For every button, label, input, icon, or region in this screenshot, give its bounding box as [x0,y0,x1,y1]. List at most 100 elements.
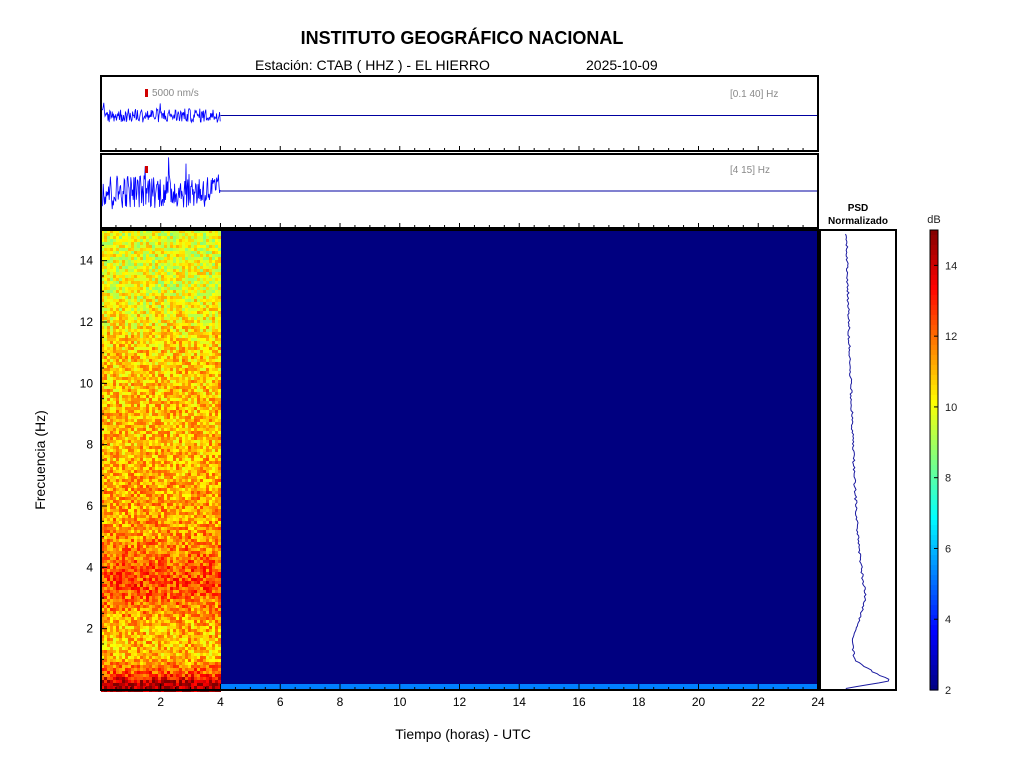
spectrogram-cell [182,323,185,326]
spectrogram-cell [170,236,173,239]
spectrogram-cell [131,242,134,245]
spectrogram-cell [173,302,176,305]
spectrogram-cell [155,518,158,521]
spectrogram-cell [212,365,215,368]
spectrogram-cell [122,389,125,392]
spectrogram-cell [164,335,167,338]
spectrogram-cell [188,488,191,491]
spectrogram-cell [164,371,167,374]
spectrogram-cell [185,437,188,440]
spectrogram-cell [131,578,134,581]
spectrogram-cell [179,320,182,323]
spectrogram-cell [137,557,140,560]
spectrogram-cell [140,566,143,569]
spectrogram-cell [194,572,197,575]
spectrogram-cell [122,449,125,452]
spectrogram-cell [155,545,158,548]
spectrogram-cell [209,389,212,392]
spectrogram-cell [116,386,119,389]
spectrogram-cell [188,431,191,434]
spectrogram-cell [146,281,149,284]
spectrogram-cell [134,239,137,242]
spectrogram-cell [176,230,179,233]
spectrogram-cell [155,491,158,494]
spectrogram-cell [131,449,134,452]
spectrogram-cell [212,233,215,236]
spectrogram-cell [110,356,113,359]
spectrogram-cell [110,311,113,314]
spectrogram-cell [113,287,116,290]
spectrogram-cell [146,407,149,410]
spectrogram-cell [113,290,116,293]
spectrogram-cell [179,431,182,434]
spectrogram-cell [200,347,203,350]
spectrogram-cell [203,455,206,458]
spectrogram-cell [107,257,110,260]
spectrogram-cell [194,452,197,455]
spectrogram-cell [146,386,149,389]
spectrogram-cell [182,515,185,518]
spectrogram-cell [185,272,188,275]
spectrogram-cell [191,296,194,299]
spectrogram-cell [128,569,131,572]
spectrogram-cell [152,431,155,434]
spectrogram-cell [218,281,221,284]
spectrogram-cell [212,539,215,542]
spectrogram-cell [212,422,215,425]
spectrogram-cell [107,290,110,293]
spectrogram-cell [176,389,179,392]
spectrogram-cell [209,359,212,362]
spectrogram-cell [122,554,125,557]
spectrogram-cell [194,338,197,341]
spectrogram-cell [206,485,209,488]
spectrogram-cell [134,518,137,521]
spectrogram-cell [104,296,107,299]
spectrogram-cell [122,311,125,314]
spectrogram-cell [116,491,119,494]
spectrogram-cell [128,356,131,359]
spectrogram-cell [110,392,113,395]
spectrogram-cell [122,260,125,263]
spectrogram-cell [104,416,107,419]
spectrogram-cell [161,434,164,437]
spectrogram-cell [185,452,188,455]
spectrogram-cell [152,419,155,422]
spectrogram-cell [164,386,167,389]
spectrogram-cell [101,548,104,551]
spectrogram-cell [107,308,110,311]
spectrogram-cell [203,245,206,248]
spectrogram-cell [155,494,158,497]
spectrogram-cell [206,341,209,344]
spectrogram-cell [206,464,209,467]
spectrogram-cell [116,533,119,536]
spectrogram-cell [107,506,110,509]
spectrogram-cell [167,494,170,497]
spectrogram-cell [137,563,140,566]
spectrogram-cell [206,458,209,461]
spectrogram-cell [104,512,107,515]
spectrogram-cell [101,314,104,317]
spectrogram-cell [179,557,182,560]
spectrogram-cell [158,437,161,440]
spectrogram-cell [143,293,146,296]
spectrogram-cell [182,566,185,569]
spectrogram-cell [164,542,167,545]
spectrogram-cell [182,374,185,377]
spectrogram-cell [143,572,146,575]
spectrogram-cell [122,422,125,425]
spectrogram-cell [158,284,161,287]
spectrogram-cell [101,509,104,512]
spectrogram-cell [179,443,182,446]
spectrogram-cell [155,512,158,515]
spectrogram-cell [137,512,140,515]
spectrogram-cell [197,536,200,539]
spectrogram-cell [134,482,137,485]
spectrogram-cell [176,239,179,242]
spectrogram-cell [179,461,182,464]
spectrogram-cell [113,380,116,383]
spectrogram-cell [101,473,104,476]
spectrogram-cell [191,536,194,539]
spectrogram-cell [113,323,116,326]
spectrogram-cell [134,272,137,275]
spectrogram-cell [215,491,218,494]
